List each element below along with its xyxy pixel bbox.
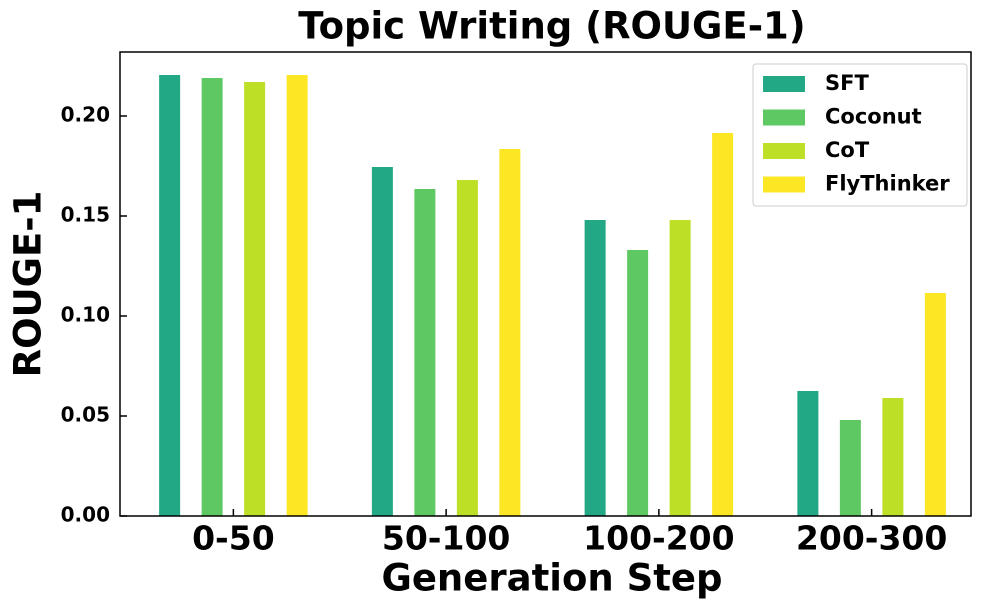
bar <box>371 167 393 516</box>
y-axis-label: ROUGE-1 <box>7 191 50 378</box>
legend-swatch <box>763 109 805 126</box>
y-tick-label: 0.10 <box>61 303 110 327</box>
bar <box>159 75 181 516</box>
x-axis-label: Generation Step <box>381 557 722 600</box>
legend-label: SFT <box>825 71 869 95</box>
y-tick-label: 0.05 <box>61 403 110 427</box>
bar <box>499 149 521 516</box>
legend-frame <box>752 63 968 207</box>
bar <box>924 293 946 516</box>
x-tick-label: 200-300 <box>796 519 947 558</box>
bar <box>244 82 266 516</box>
y-tick-label: 0.20 <box>61 103 110 127</box>
bar <box>456 180 478 516</box>
bar <box>882 398 904 516</box>
legend-label: Coconut <box>825 105 922 129</box>
chart-title: Topic Writing (ROUGE-1) <box>298 5 805 48</box>
y-tick-label: 0.00 <box>61 503 110 527</box>
legend: SFT Coconut CoT FlyThinker <box>752 63 968 207</box>
bar <box>669 220 691 516</box>
bar <box>839 420 861 516</box>
legend-swatch <box>763 76 805 92</box>
plot-frame <box>119 51 972 517</box>
x-tick-label: 0-50 <box>192 519 275 558</box>
bar <box>201 78 223 516</box>
x-tick-label: 50-100 <box>382 519 511 558</box>
bar <box>712 133 734 516</box>
legend-label: FlyThinker <box>825 172 950 196</box>
bar <box>797 391 819 516</box>
x-tick-label: 100-200 <box>583 519 734 558</box>
y-tick-label: 0.15 <box>61 203 110 227</box>
legend-label: CoT <box>825 138 870 162</box>
bar <box>286 75 308 516</box>
bar <box>627 250 649 516</box>
legend-swatch <box>763 176 805 193</box>
bar <box>584 220 606 516</box>
legend-swatch <box>763 143 805 159</box>
bar <box>414 189 436 516</box>
